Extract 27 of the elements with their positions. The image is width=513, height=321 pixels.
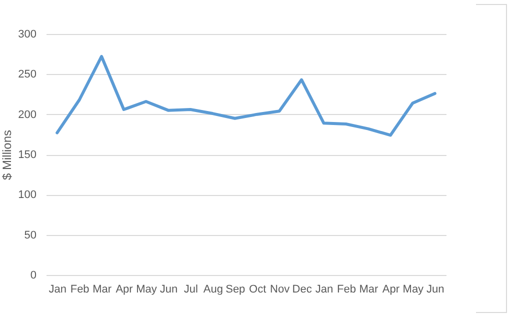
y-tick-label: 50 [24, 229, 36, 242]
x-tick-label: Sep [226, 284, 246, 296]
x-tick-label: Jan [315, 284, 334, 296]
y-tick-label: 150 [18, 149, 36, 161]
x-tick-label: Jul [184, 284, 198, 296]
x-tick-label: Jun [160, 284, 178, 296]
x-tick-label: Feb [337, 284, 356, 296]
y-tick-label: 0 [30, 270, 36, 282]
y-tick-label: 200 [18, 108, 36, 121]
y-axis-title: $ Millions [0, 130, 14, 180]
x-tick-label: Aug [203, 284, 223, 296]
x-tick-label: Apr [382, 284, 400, 296]
x-tick-label: Jan [48, 284, 66, 296]
x-tick-label: May [402, 284, 424, 296]
x-tick-label: Nov [270, 284, 290, 296]
y-tick-label: 250 [18, 68, 36, 81]
x-tick-label: Dec [292, 284, 312, 296]
x-tick-label: Mar [92, 284, 112, 296]
x-tick-label: Mar [359, 284, 379, 296]
x-tick-label: Feb [70, 284, 90, 296]
y-tick-label: 100 [18, 189, 36, 202]
y-tick-label: 300 [18, 28, 36, 40]
x-tick-label: May [136, 284, 158, 296]
x-tick-label: Oct [249, 284, 266, 296]
line-series [56, 54, 436, 137]
x-tick-label: Jun [426, 284, 444, 296]
x-tick-label: Apr [116, 284, 134, 296]
